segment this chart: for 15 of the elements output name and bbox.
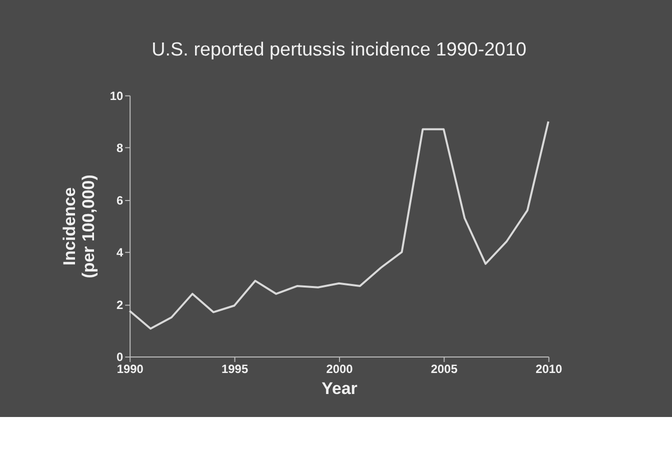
y-axis-title: Incidence (per 100,000)	[60, 174, 98, 278]
y-tick-label: 8	[116, 141, 124, 156]
x-tick-label: 1995	[222, 362, 248, 376]
y-tick-label: 10	[110, 88, 124, 103]
y-tick-label: 4	[116, 246, 124, 260]
y-tick-label: 0	[116, 350, 124, 364]
x-axis-title: Year	[322, 378, 358, 398]
x-tick-label: 1990	[116, 362, 144, 376]
y-tick-label: 6	[116, 193, 124, 208]
line-series	[128, 120, 550, 330]
x-tick-label: 2000	[326, 362, 354, 376]
chart-title: U.S. reported pertussis incidence 1990-2010	[152, 39, 526, 60]
y-tick-label: 2	[116, 298, 124, 312]
x-tick-label: 2005	[430, 362, 458, 376]
x-tick-label: 2010	[536, 362, 563, 376]
